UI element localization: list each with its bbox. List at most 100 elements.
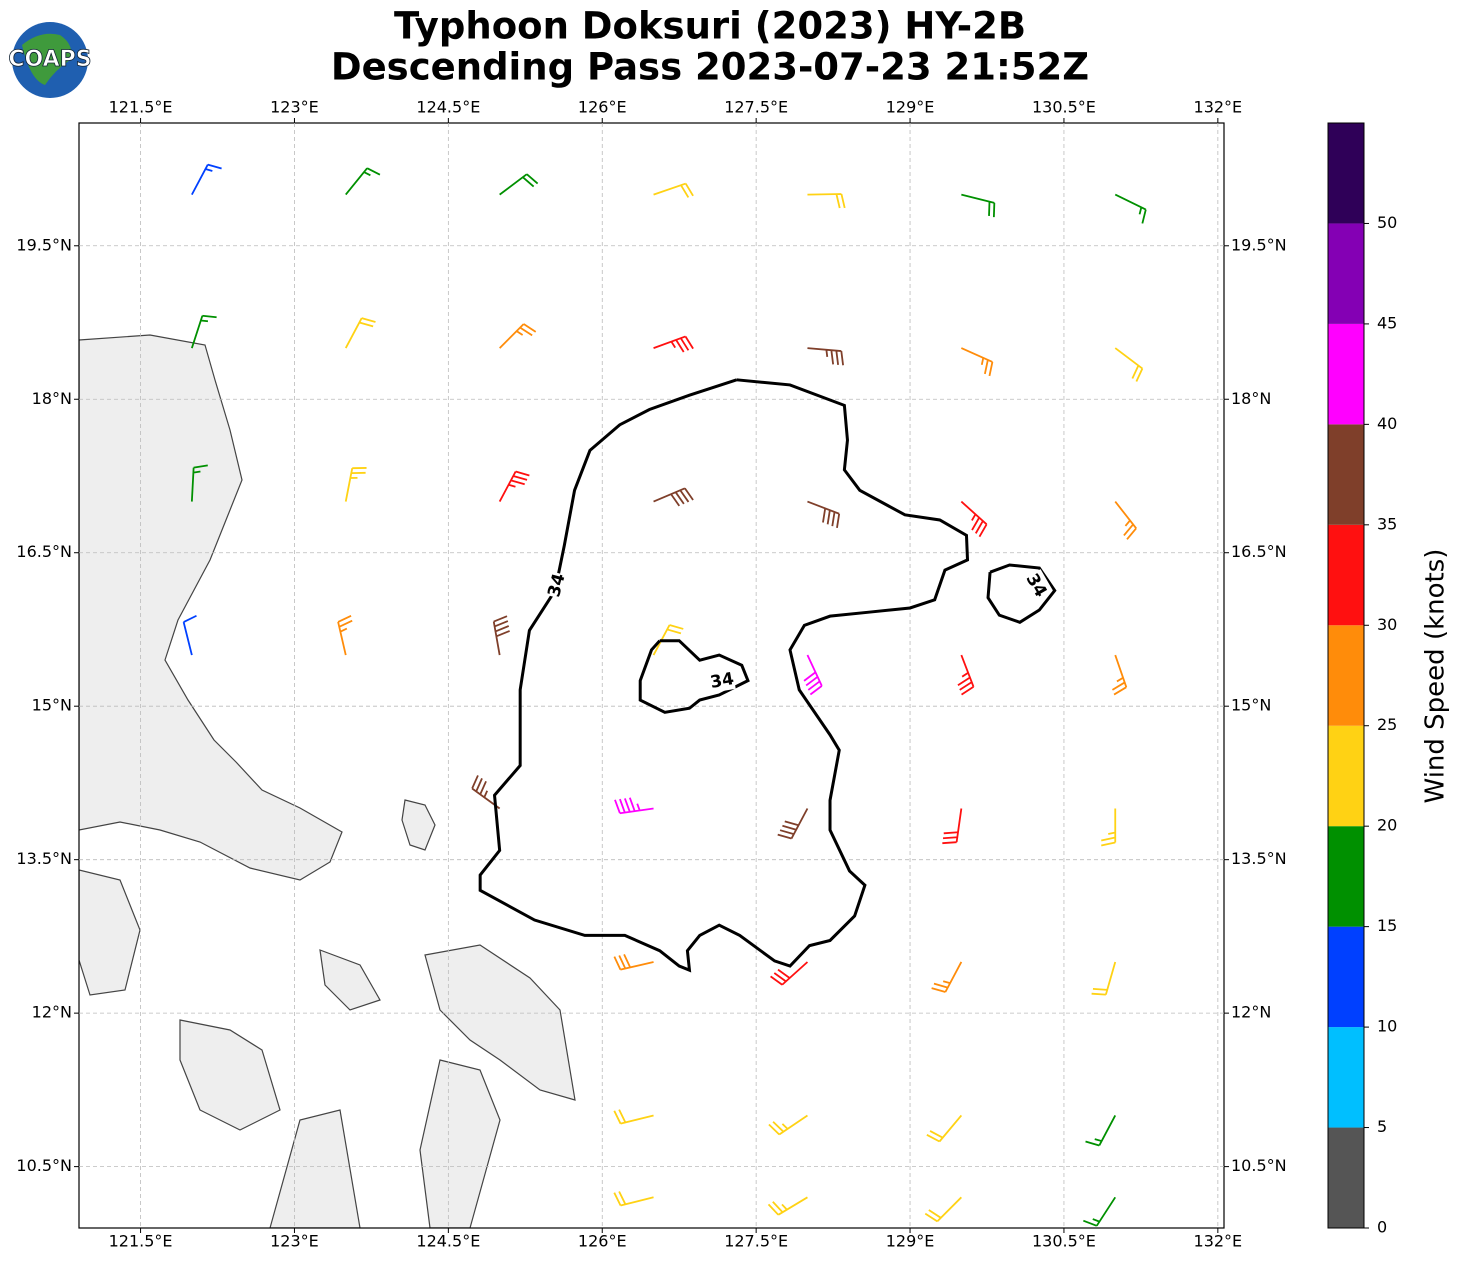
contour-line [638, 639, 750, 714]
colorbar-segment [1328, 223, 1364, 324]
y-tick-label: 18°N [1231, 389, 1271, 408]
colorbar-segment [1328, 725, 1364, 827]
wind-barb [767, 1196, 808, 1216]
colorbar-segment [1328, 926, 1364, 1028]
colorbar-tick-label: 35 [1377, 514, 1397, 533]
wind-barb [613, 1191, 654, 1207]
wind-barbs [182, 163, 1147, 1227]
y-tick-label: 10.5°N [16, 1156, 72, 1175]
wind-barb [653, 335, 694, 353]
colorbar-segment [1328, 826, 1364, 927]
wind-barb [499, 323, 537, 349]
contour-label-box [1021, 569, 1053, 601]
x-tick-label: 124.5°E [416, 98, 480, 117]
x-tick-label: 132°E [1194, 98, 1243, 117]
wind-barb [1101, 808, 1117, 847]
x-tick-label: 127.5°E [724, 98, 788, 117]
wind-barb [1085, 1115, 1117, 1147]
wind-barb [499, 173, 539, 196]
samar [424, 944, 576, 1101]
wind-barb [344, 317, 376, 349]
wind-barb [926, 1114, 963, 1143]
wind-barb [1114, 347, 1144, 382]
y-tick-label: 16.5°N [1231, 542, 1287, 561]
y-tick-label: 12°N [1231, 1003, 1271, 1022]
wind-barb [931, 961, 963, 993]
contour-line [478, 378, 970, 973]
x-tick-label: 123°E [270, 1232, 319, 1251]
ticks: 121.5°E 121.5°E 123°E 123°E 124.5°E 124.5°E 12… [16, 98, 1286, 1251]
wind-barb [653, 182, 694, 198]
wind-barb [614, 797, 654, 815]
logo-land [22, 33, 72, 85]
colorbar-tick-label: 5 [1377, 1117, 1387, 1136]
wind-barb [770, 961, 809, 986]
y-tick-label: 13.5°N [16, 849, 72, 868]
title: Descending Pass 2023-07-23 21:52Z [331, 46, 1089, 89]
x-tick-label: 130.5°E [1032, 98, 1096, 117]
colorbar-tick-label: 45 [1377, 313, 1397, 332]
colorbar-frame [1327, 122, 1365, 1229]
mindoro [79, 869, 141, 996]
colorbar-tick-label: 20 [1377, 816, 1397, 835]
colorbar-segment [1328, 323, 1364, 425]
wind-barb [613, 1109, 654, 1125]
wind-barb [613, 954, 654, 971]
x-tick-label: 132°E [1194, 1232, 1243, 1251]
colorbar: 0 5 10 15 20 25 30 35 40 45 50 [1327, 122, 1397, 1237]
colorbar-segment [1328, 424, 1364, 525]
wind-barb [961, 193, 996, 218]
colorbar-tick-label: 50 [1377, 213, 1397, 232]
wind-barb [653, 487, 694, 507]
colorbar-tick-label: 40 [1377, 414, 1397, 433]
y-tick-label: 13.5°N [1231, 849, 1287, 868]
y-tick-label: 10.5°N [1231, 1156, 1287, 1175]
wind-barb [1114, 501, 1137, 540]
wind-barb [190, 464, 208, 502]
contour-label: 34 [1022, 570, 1051, 601]
wind-barb [957, 654, 975, 696]
grid [79, 123, 1224, 1228]
colorbar-label: Wind Speed (knots) [1421, 549, 1451, 804]
contour-label-box [708, 667, 736, 693]
map-frame [78, 122, 1225, 1229]
wind-barb [807, 347, 844, 366]
x-tick-label: 126°E [578, 1232, 627, 1251]
masbate [319, 949, 381, 1011]
x-tick-label: 129°E [886, 98, 935, 117]
colorbar-tick-label: 10 [1377, 1017, 1397, 1036]
catanduanes [401, 799, 436, 851]
x-tick-label: 121.5°E [109, 98, 173, 117]
wind-barb [337, 615, 353, 656]
wind-barb [777, 808, 809, 840]
wind-barb [498, 470, 530, 502]
luzon [79, 334, 343, 881]
y-tick-label: 19.5°N [1231, 235, 1287, 254]
y-tick-label: 15°N [32, 696, 72, 715]
y-tick-label: 12°N [32, 1003, 72, 1022]
wind-barb [191, 163, 222, 196]
colorbar-tick-label: 30 [1377, 615, 1397, 634]
leyte [419, 1059, 501, 1228]
y-tick-label: 19.5°N [16, 235, 72, 254]
x-tick-label: 130.5°E [1032, 1232, 1096, 1251]
logo-text: COAPS [8, 47, 91, 72]
wind-barb [803, 654, 823, 696]
colorbar-segment [1328, 524, 1364, 626]
wind-barb [960, 500, 988, 538]
x-tick-label: 123°E [270, 98, 319, 117]
colorbar-tick-label: 15 [1377, 916, 1397, 935]
wind-barb [182, 614, 197, 656]
colorbar-segment [1328, 1127, 1364, 1228]
wind-barb [1114, 193, 1147, 224]
colorbar-segment [1328, 123, 1364, 224]
colorbar-tick-label: 0 [1377, 1218, 1387, 1237]
x-tick-label: 121.5°E [109, 1232, 173, 1251]
wind-barb [471, 775, 501, 810]
logo: COAPS [8, 22, 92, 98]
wind-barb [768, 1114, 808, 1136]
x-tick-label: 127.5°E [724, 1232, 788, 1251]
contour-label-box [542, 570, 570, 600]
